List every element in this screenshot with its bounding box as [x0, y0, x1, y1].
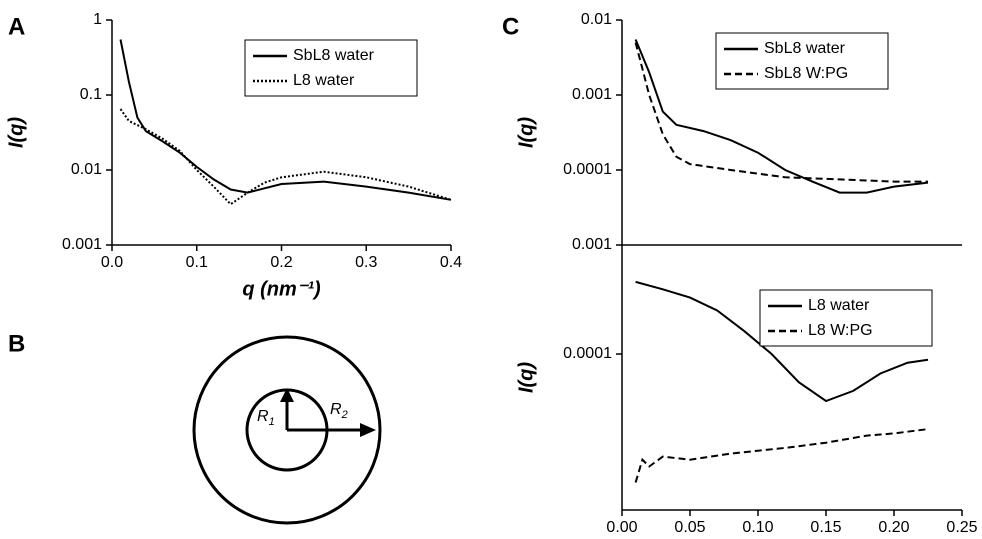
y-tick-label: 0.001	[62, 236, 102, 253]
radius-label: R2	[330, 401, 348, 421]
y-tick-label: 0.001	[572, 86, 612, 103]
diagram	[192, 335, 382, 525]
y-axis-label: I(q)	[515, 362, 537, 393]
series-line	[635, 280, 929, 403]
x-tick-label: 0.2	[270, 254, 292, 271]
radius-label: R1	[257, 408, 275, 428]
symbol: R	[257, 408, 269, 425]
series-line	[634, 39, 929, 194]
panel-label: B	[8, 330, 25, 357]
x-tick-label: 0.00	[606, 519, 637, 536]
legend-box	[715, 32, 889, 90]
symbol: R	[330, 401, 342, 418]
series-line	[119, 108, 452, 206]
subscript: 1	[269, 416, 275, 428]
x-tick-label: 0.25	[946, 519, 977, 536]
arrowhead	[360, 423, 376, 437]
x-tick-label: 0.4	[440, 254, 462, 271]
y-tick-label: 0.01	[581, 11, 612, 28]
x-tick-label: 0.05	[674, 519, 705, 536]
panel-label: C	[502, 13, 519, 40]
legend-box	[759, 289, 933, 347]
x-tick-label: 0.10	[742, 519, 773, 536]
legend-label: L8 W:PG	[808, 322, 873, 339]
y-axis-label: I(q)	[515, 117, 537, 148]
y-tick-label: 0.01	[71, 161, 102, 178]
subscript: 2	[341, 409, 348, 421]
outer-circle	[192, 335, 382, 525]
legend-label: SbL8 W:PG	[764, 65, 848, 82]
x-tick-label: 0.0	[101, 254, 123, 271]
legend: L8 water L8 W:PG	[759, 289, 933, 347]
y-tick-label: 0.1	[80, 86, 102, 103]
y-axis-label: I(q)	[5, 117, 27, 148]
y-tick-label: 0.0001	[563, 161, 612, 178]
x-tick-label: 0.20	[878, 519, 909, 536]
series-line	[119, 39, 452, 201]
legend: SbL8 water SbL8 W:PG	[715, 32, 889, 90]
arrowhead	[280, 388, 294, 402]
x-tick-label: 0.3	[355, 254, 377, 271]
y-tick-label: 0.0001	[563, 345, 612, 362]
legend-label: SbL8 water	[293, 47, 375, 64]
y-tick-label: 0.001	[572, 236, 612, 253]
x-tick-label: 0.15	[810, 519, 841, 536]
legend-label: SbL8 water	[764, 40, 846, 57]
legend-label: L8 water	[808, 297, 870, 314]
legend: SbL8 water L8 water	[244, 39, 418, 97]
series-line	[634, 42, 928, 183]
x-axis-label: q (nm⁻¹)	[242, 278, 321, 300]
series-line	[634, 428, 929, 483]
legend-box	[244, 39, 418, 97]
panel-label: A	[8, 13, 25, 40]
y-tick-label: 1	[93, 11, 102, 28]
legend-label: L8 water	[293, 72, 355, 89]
x-tick-label: 0.1	[186, 254, 208, 271]
